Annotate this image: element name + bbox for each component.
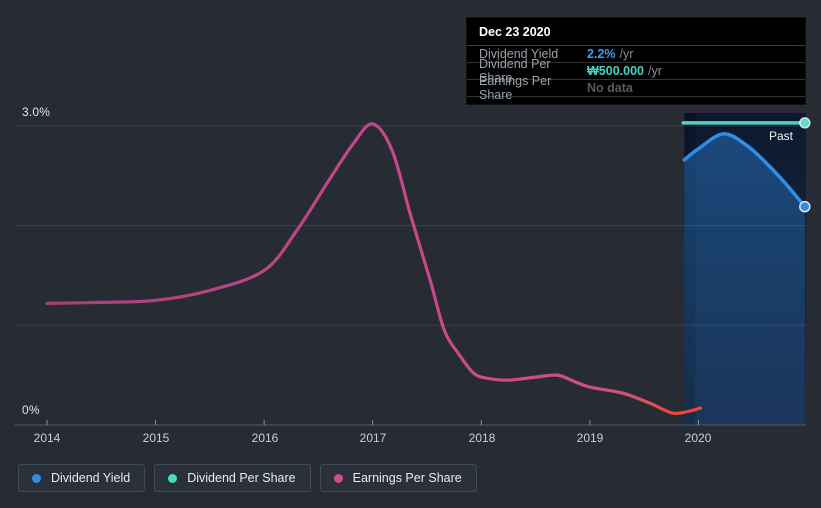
legend-item-earnings-per-share[interactable]: Earnings Per Share [319, 464, 477, 492]
y-axis-label-min: 0% [22, 403, 40, 417]
x-axis-label-2020: 2020 [684, 431, 712, 445]
y-axis-label-max: 3.0% [22, 105, 51, 119]
past-region-label: Past [769, 129, 794, 143]
dividend-yield-line [682, 132, 807, 209]
legend-label: Earnings Per Share [352, 471, 462, 485]
legend-label: Dividend Yield [51, 471, 131, 485]
dividend-per-share-end-dot [799, 117, 811, 129]
tooltip-row-earnings-per-share: Earnings Per Share No data [467, 74, 805, 102]
tooltip-label: Dividend Per Share [479, 57, 551, 85]
tooltip-date: Dec 23 2020 [467, 18, 805, 46]
x-axis-label-2015: 2015 [142, 431, 170, 445]
x-axis-label-2014: 2014 [33, 431, 61, 445]
earnings-per-share-line [45, 122, 703, 416]
tooltip-value-suffix: /yr [647, 64, 662, 78]
legend-label: Dividend Per Share [187, 471, 296, 485]
chart-legend: Dividend Yield Dividend Per Share Earnin… [18, 464, 477, 492]
dividend-yield-end-dot [799, 200, 811, 213]
tooltip-label: Earnings Per Share [479, 74, 552, 102]
x-axis-label-2016: 2016 [251, 431, 279, 445]
tooltip-value: 2.2% [587, 47, 616, 61]
dividend-per-share-dot-icon [168, 473, 178, 483]
legend-item-dividend-yield[interactable]: Dividend Yield [18, 464, 146, 492]
tooltip-value: ₩500.000 [587, 64, 644, 78]
x-axis-label-2019: 2019 [576, 431, 604, 445]
tooltip-value: No data [587, 81, 633, 95]
x-axis-label-2018: 2018 [468, 431, 496, 445]
x-axis-label-2017: 2017 [359, 431, 387, 445]
dividend-yield-dot-icon [32, 473, 41, 483]
tooltip-value-suffix: /yr [619, 47, 634, 61]
legend-item-dividend-per-share[interactable]: Dividend Per Share [154, 464, 311, 492]
tooltip-row-dividend-per-share: Dividend Per Share ₩500.000 /yr [467, 57, 805, 85]
tooltip-row-dividend-yield: Dividend Yield 2.2% /yr [467, 46, 805, 63]
hover-tooltip: Dec 23 2020 Dividend Yield 2.2% /yr Divi… [466, 17, 806, 105]
earnings-per-share-dot-icon [333, 473, 343, 483]
dividend-yield-area-fill [684, 133, 805, 425]
tooltip-label: Dividend Yield [479, 47, 559, 61]
